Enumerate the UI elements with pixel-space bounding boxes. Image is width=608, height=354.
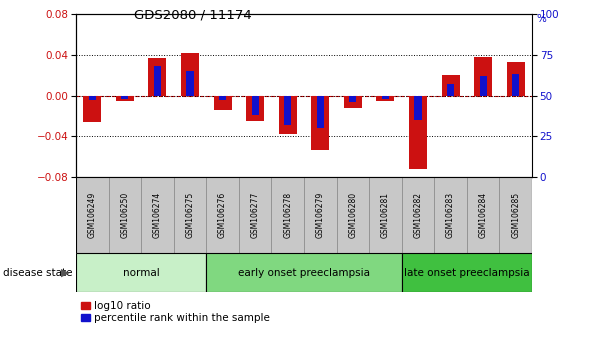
Bar xyxy=(181,53,199,96)
Text: GSM106284: GSM106284 xyxy=(478,192,488,238)
Text: GSM106279: GSM106279 xyxy=(316,192,325,238)
Text: GSM106282: GSM106282 xyxy=(413,192,423,238)
Text: normal: normal xyxy=(123,268,159,278)
Bar xyxy=(317,96,324,128)
Bar xyxy=(409,96,427,169)
Text: GSM106280: GSM106280 xyxy=(348,192,358,238)
Bar xyxy=(109,177,141,253)
Bar xyxy=(141,177,174,253)
Bar xyxy=(382,96,389,99)
Bar xyxy=(174,177,206,253)
Bar xyxy=(415,96,421,120)
Text: GSM106277: GSM106277 xyxy=(250,192,260,238)
Bar xyxy=(311,96,330,149)
Text: GSM106281: GSM106281 xyxy=(381,192,390,238)
Bar xyxy=(376,96,395,101)
Bar xyxy=(349,96,356,102)
Bar xyxy=(187,71,193,96)
Bar xyxy=(154,66,161,96)
Text: ▶: ▶ xyxy=(61,268,70,278)
Bar xyxy=(121,96,128,99)
Bar xyxy=(447,84,454,96)
Text: GSM106285: GSM106285 xyxy=(511,192,520,238)
Bar xyxy=(402,177,434,253)
Bar xyxy=(369,177,402,253)
Bar xyxy=(219,96,226,101)
Bar xyxy=(499,177,532,253)
Bar xyxy=(116,96,134,101)
Bar xyxy=(402,253,532,292)
Bar xyxy=(467,177,499,253)
Bar xyxy=(76,177,109,253)
Bar xyxy=(474,57,492,96)
Bar xyxy=(239,177,271,253)
Bar xyxy=(246,96,264,121)
Bar xyxy=(271,177,304,253)
Bar xyxy=(284,96,291,125)
Bar xyxy=(206,177,239,253)
Text: early onset preeclampsia: early onset preeclampsia xyxy=(238,268,370,278)
Text: GSM106250: GSM106250 xyxy=(120,192,130,238)
Text: GSM106278: GSM106278 xyxy=(283,192,292,238)
Text: GSM106283: GSM106283 xyxy=(446,192,455,238)
Bar xyxy=(206,253,402,292)
Bar xyxy=(76,253,206,292)
Bar xyxy=(89,96,96,101)
Bar xyxy=(278,96,297,134)
Bar xyxy=(337,177,369,253)
Legend: log10 ratio, percentile rank within the sample: log10 ratio, percentile rank within the … xyxy=(81,301,269,324)
Text: GSM106275: GSM106275 xyxy=(185,192,195,238)
Bar xyxy=(304,177,337,253)
Bar xyxy=(83,96,102,122)
Text: GSM106249: GSM106249 xyxy=(88,192,97,238)
Bar xyxy=(512,74,519,96)
Bar xyxy=(148,58,167,96)
Bar xyxy=(506,62,525,96)
Bar xyxy=(480,76,487,96)
Text: GSM106274: GSM106274 xyxy=(153,192,162,238)
Text: %: % xyxy=(536,14,546,24)
Bar xyxy=(434,177,467,253)
Bar xyxy=(213,96,232,110)
Bar xyxy=(252,96,259,115)
Text: GDS2080 / 11174: GDS2080 / 11174 xyxy=(134,9,252,22)
Bar xyxy=(344,96,362,108)
Bar xyxy=(441,75,460,96)
Text: disease state: disease state xyxy=(3,268,72,278)
Text: GSM106276: GSM106276 xyxy=(218,192,227,238)
Text: late onset preeclampsia: late onset preeclampsia xyxy=(404,268,530,278)
